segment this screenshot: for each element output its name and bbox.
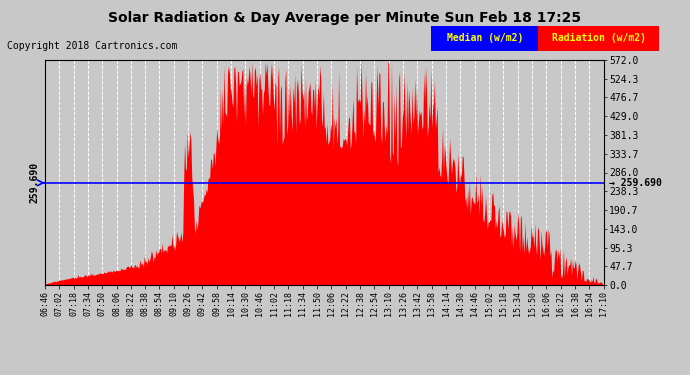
Text: → 259.690: → 259.690	[609, 178, 662, 188]
Text: Radiation (w/m2): Radiation (w/m2)	[551, 33, 646, 44]
Text: Copyright 2018 Cartronics.com: Copyright 2018 Cartronics.com	[7, 41, 177, 51]
Text: Solar Radiation & Day Average per Minute Sun Feb 18 17:25: Solar Radiation & Day Average per Minute…	[108, 11, 582, 25]
Text: Median (w/m2): Median (w/m2)	[446, 33, 523, 44]
Text: 259.690: 259.690	[29, 162, 39, 203]
